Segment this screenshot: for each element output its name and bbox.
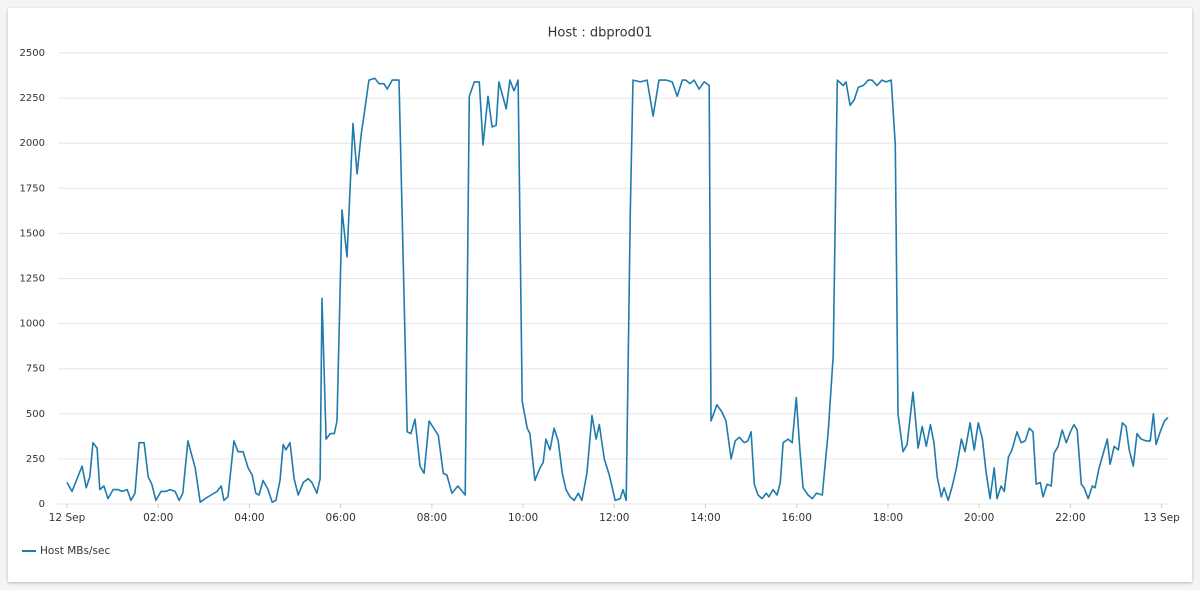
y-tick-label: 1250 (20, 274, 45, 285)
chart-title: Host : dbprod01 (548, 26, 653, 41)
y-tick-label: 1750 (20, 183, 45, 194)
series-line (66, 77, 1169, 503)
x-tick-label: 16:00 (782, 512, 812, 524)
y-tick-label: 1000 (20, 319, 45, 330)
y-tick-label: 2250 (20, 93, 45, 104)
x-tick-label: 04:00 (234, 512, 264, 524)
x-tick-label: 10:00 (508, 512, 538, 524)
x-tick-label: 12:00 (599, 512, 629, 524)
x-tick-label: 20:00 (964, 512, 994, 524)
x-tick-label: 14:00 (690, 512, 720, 524)
x-tick-label: 22:00 (1055, 512, 1085, 524)
x-tick-label: 02:00 (143, 512, 173, 524)
x-tick-label: 08:00 (417, 512, 447, 524)
y-tick-label: 250 (26, 454, 45, 465)
x-tick-label: 18:00 (873, 512, 903, 524)
y-tick-label: 750 (26, 364, 45, 375)
x-tick-label: 13 Sep (1143, 512, 1180, 524)
x-tick-label: 12 Sep (49, 512, 86, 524)
y-tick-label: 2500 (20, 48, 45, 59)
panel (8, 8, 1192, 582)
legend-label: Host MBs/sec (40, 545, 110, 557)
y-tick-label: 2000 (20, 138, 45, 149)
y-tick-label: 1500 (20, 228, 45, 239)
x-tick-label: 06:00 (326, 512, 356, 524)
y-tick-label: 500 (26, 409, 45, 420)
y-tick-label: 0 (39, 499, 45, 510)
